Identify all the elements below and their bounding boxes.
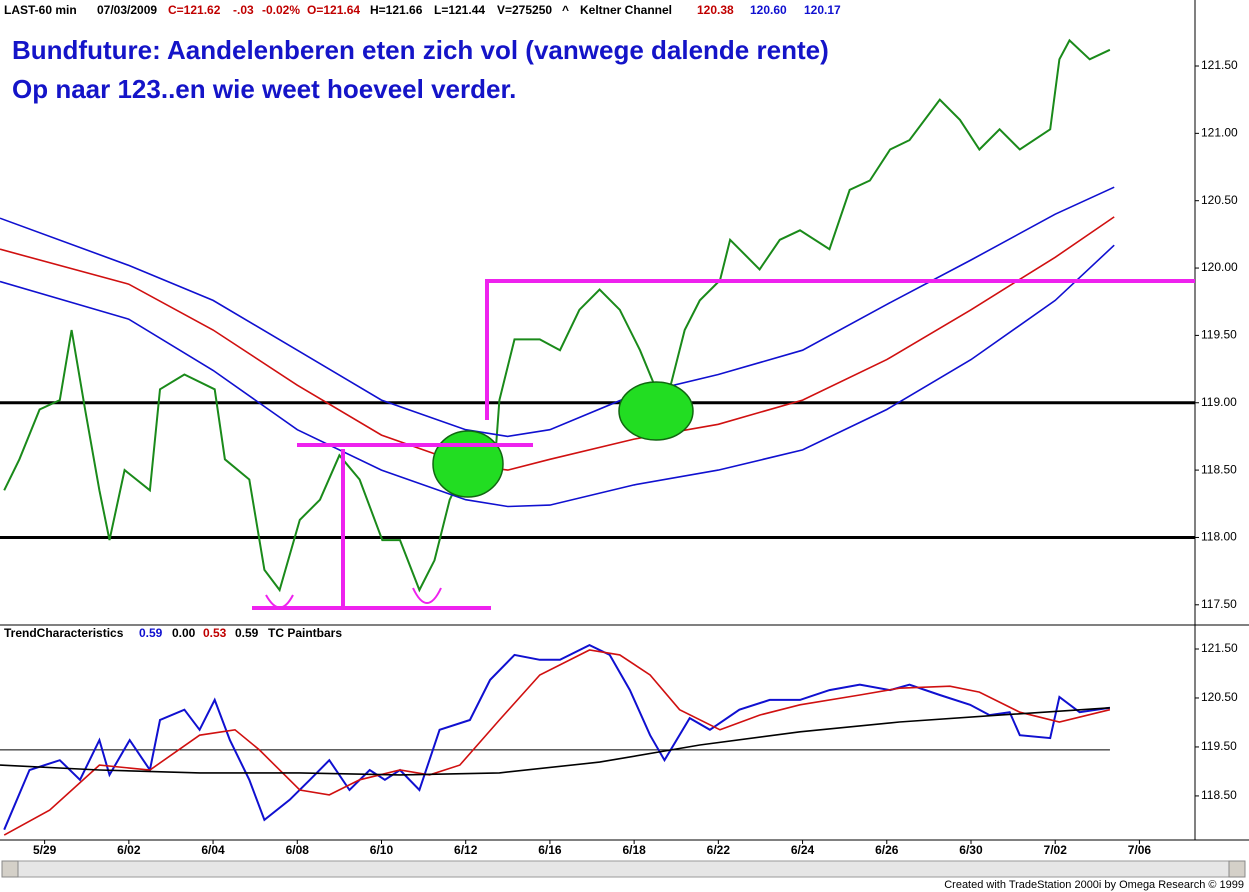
y-tick-label: 121.00 (1201, 126, 1238, 140)
y-tick-label: 117.50 (1201, 597, 1237, 611)
x-tick-label: 6/16 (538, 843, 562, 857)
y-tick-label: 119.50 (1201, 328, 1237, 342)
y-tick-label: 118.00 (1201, 530, 1237, 544)
x-tick-label: 6/12 (454, 843, 478, 857)
x-tick-label: 6/22 (707, 843, 731, 857)
scroll-right[interactable] (1228, 860, 1246, 878)
x-tick-label: 6/04 (201, 843, 225, 857)
change-pct: -0.02% (262, 3, 300, 17)
scrollbar[interactable] (1, 860, 1246, 878)
x-tick-label: 6/08 (286, 843, 310, 857)
plots: 117.50 118.00 118.50 119.00 119.50 120.00 120.… (0, 38, 1238, 857)
indicator-value: 0.59 (235, 626, 259, 640)
bottom-arc (265, 594, 294, 609)
title-line: Op naar 123..en wie weet hoeveel verder. (12, 74, 516, 104)
mid-value: 120.38 (697, 3, 734, 17)
series-line (3, 643, 1111, 831)
series-line (0, 186, 1115, 438)
y-tick-label: 121.50 (1201, 641, 1238, 655)
y-tick-label: 119.00 (1201, 395, 1237, 409)
indicator-name: TrendCharacteristics (4, 626, 124, 640)
x-tick-label: 6/30 (959, 843, 983, 857)
y-tick-label: 119.50 (1201, 739, 1237, 753)
volume: V=275250 (497, 3, 552, 17)
x-tick-label: 6/26 (875, 843, 899, 857)
y-tick-label: 120.50 (1201, 193, 1238, 207)
date: 07/03/2009 (97, 3, 157, 17)
y-tick-label: 118.50 (1201, 788, 1237, 802)
paintbar-name: TC Paintbars (268, 626, 342, 640)
y-tick-label: 120.00 (1201, 260, 1238, 274)
x-tick-label: 7/02 (1044, 843, 1068, 857)
marker: ^ (562, 3, 569, 17)
indicator-value: 0.53 (203, 626, 227, 640)
high: H=121.66 (370, 3, 423, 17)
series-line (0, 216, 1115, 471)
bottom-arc (412, 587, 442, 604)
footer: Created with TradeStation 2000i by Omega… (944, 879, 1244, 891)
highlight-circle (618, 381, 694, 441)
x-tick-label: 7/06 (1128, 843, 1152, 857)
series-line (3, 649, 1111, 836)
open: O=121.64 (307, 3, 360, 17)
x-tick-label: 6/24 (791, 843, 815, 857)
indicator-value: 0.59 (139, 626, 163, 640)
y-tick-label: 121.50 (1201, 58, 1238, 72)
low: L=121.44 (434, 3, 485, 17)
series-line (3, 38, 1111, 593)
upper-value: 120.60 (750, 3, 787, 17)
change: -.03 (233, 3, 254, 17)
x-tick-label: 6/02 (117, 843, 141, 857)
y-tick-label: 120.50 (1201, 690, 1238, 704)
target-line (485, 279, 1195, 420)
y-tick-label: 118.50 (1201, 462, 1237, 476)
highlight-circle (432, 430, 504, 498)
lower-value: 120.17 (804, 3, 841, 17)
x-tick-label: 6/10 (370, 843, 394, 857)
study: Keltner Channel (580, 3, 672, 17)
symbol: LAST-60 min (4, 3, 77, 17)
series-line (0, 244, 1115, 508)
series-line (0, 707, 1110, 776)
annotations (252, 279, 1195, 610)
scroll-left[interactable] (1, 860, 19, 878)
x-tick-label: 5/29 (33, 843, 57, 857)
indicator-value: 0.00 (172, 626, 196, 640)
close: C=121.62 (168, 3, 221, 17)
title-line: Bundfuture: Aandelenberen eten zich vol … (12, 35, 829, 65)
x-tick-label: 6/18 (622, 843, 646, 857)
